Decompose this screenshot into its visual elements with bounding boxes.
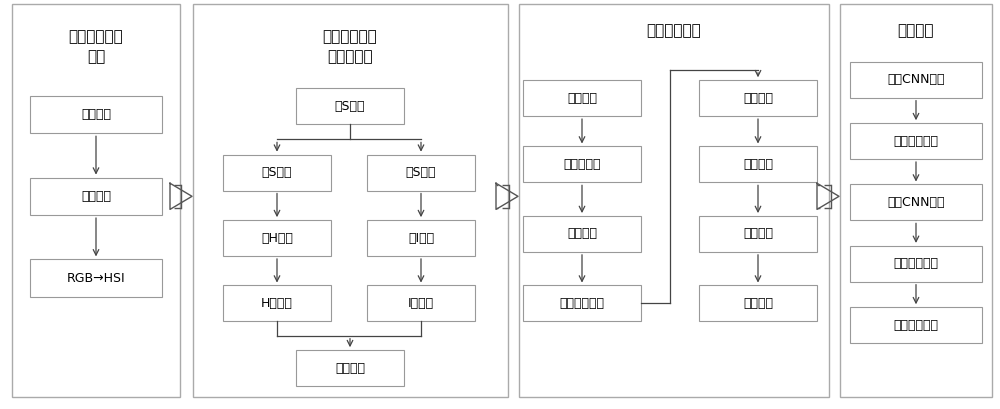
FancyBboxPatch shape [12,4,180,397]
FancyBboxPatch shape [850,62,982,98]
FancyBboxPatch shape [699,216,817,252]
FancyBboxPatch shape [223,220,331,256]
FancyBboxPatch shape [850,246,982,282]
Text: 用H分割: 用H分割 [261,231,293,245]
Text: 合并图像: 合并图像 [335,362,365,375]
FancyBboxPatch shape [193,4,508,397]
Text: 用I分割: 用I分割 [408,231,434,245]
FancyBboxPatch shape [367,155,475,191]
Text: 截取图像: 截取图像 [743,92,773,105]
Text: 用S分割: 用S分割 [335,100,365,113]
Text: 低S区域: 低S区域 [406,166,436,179]
Text: 最大类间方差
法分割模块: 最大类间方差 法分割模块 [323,29,377,65]
Text: 训练CNN模型: 训练CNN模型 [887,196,945,209]
FancyBboxPatch shape [523,216,641,252]
FancyBboxPatch shape [367,220,475,256]
FancyBboxPatch shape [523,80,641,116]
Text: 转为灰度: 转为灰度 [743,227,773,240]
Text: 选取阈值窗口: 选取阈值窗口 [560,297,604,310]
Text: 识别模块: 识别模块 [898,23,934,38]
FancyBboxPatch shape [699,146,817,182]
Text: 输入训练图像: 输入训练图像 [894,135,938,148]
Text: 分割后图像: 分割后图像 [563,158,601,171]
Text: 输入测试图像: 输入测试图像 [894,257,938,270]
FancyBboxPatch shape [30,178,162,215]
FancyBboxPatch shape [367,285,475,321]
Text: 原始图像: 原始图像 [81,190,111,203]
FancyBboxPatch shape [850,123,982,159]
Text: 比例压缩: 比例压缩 [743,158,773,171]
Text: RGB→HSI: RGB→HSI [67,272,125,285]
FancyBboxPatch shape [523,146,641,182]
FancyBboxPatch shape [30,96,162,133]
Text: I分割图: I分割图 [408,297,434,310]
FancyBboxPatch shape [30,259,162,297]
FancyBboxPatch shape [699,80,817,116]
Text: H分割图: H分割图 [261,297,293,310]
FancyBboxPatch shape [296,88,404,124]
Text: 图像采集处理
模块: 图像采集处理 模块 [69,29,123,65]
FancyBboxPatch shape [223,155,331,191]
FancyBboxPatch shape [296,350,404,386]
FancyBboxPatch shape [523,285,641,321]
FancyBboxPatch shape [850,307,982,343]
Text: 输出图像: 输出图像 [743,297,773,310]
Text: 构建CNN模型: 构建CNN模型 [887,73,945,86]
Text: 输出识别结果: 输出识别结果 [894,319,938,332]
FancyBboxPatch shape [223,285,331,321]
Text: 尺寸处理模块: 尺寸处理模块 [647,23,701,38]
FancyBboxPatch shape [519,4,829,397]
Text: 寻中心点: 寻中心点 [567,227,597,240]
FancyBboxPatch shape [850,184,982,220]
FancyBboxPatch shape [840,4,992,397]
Text: 采集图像: 采集图像 [81,108,111,121]
Text: 高S区域: 高S区域 [262,166,292,179]
Text: 后期处理: 后期处理 [567,92,597,105]
FancyBboxPatch shape [699,285,817,321]
